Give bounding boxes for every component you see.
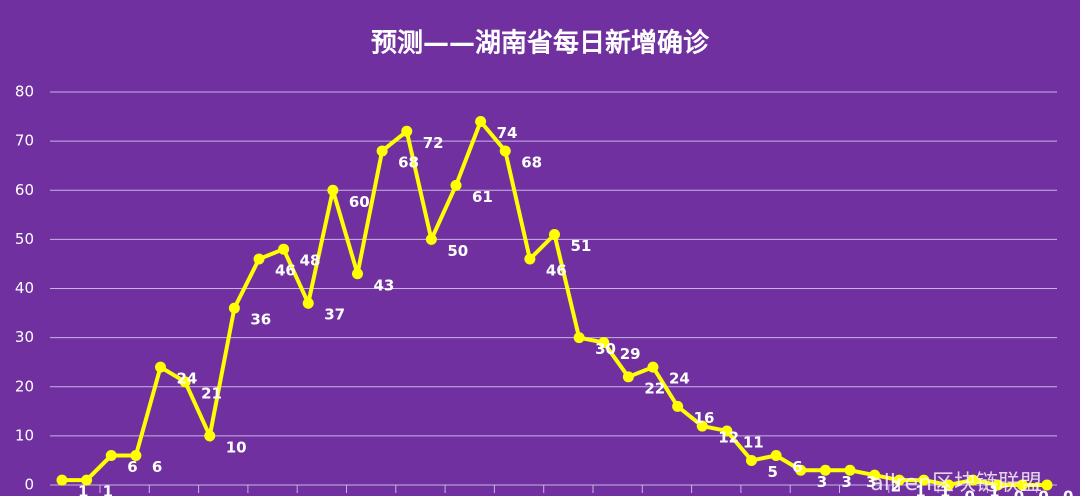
data-label: 22 [644,379,665,397]
data-label: 12 [718,429,739,447]
data-point [253,253,265,265]
data-point [721,425,733,437]
data-label: 1 [915,483,925,496]
data-point [918,474,930,486]
data-label: 0 [1063,488,1073,496]
data-label: 0 [965,488,975,496]
data-label: 46 [275,262,296,280]
data-label: 10 [226,438,247,456]
data-label: 68 [521,153,542,171]
y-tick-label: 60 [15,181,34,199]
data-label: 1 [940,483,950,496]
data-point [672,400,684,412]
data-label: 72 [423,134,444,152]
data-point [278,243,290,255]
data-point [844,464,856,476]
y-tick-label: 20 [15,377,34,395]
data-label: 6 [792,458,802,476]
data-label: 74 [497,124,518,142]
data-label: 6 [127,458,137,476]
y-tick-label: 10 [15,426,34,444]
data-point [770,450,782,462]
data-point [155,361,166,373]
data-label: 0 [1014,488,1024,496]
data-label: 16 [694,409,715,427]
data-label: 51 [571,237,592,255]
data-point [105,450,117,462]
data-label: 30 [595,340,616,358]
data-label: 21 [201,384,222,402]
data-label: 60 [349,193,370,211]
data-point [992,479,1004,491]
data-label: 1 [989,483,999,496]
data-point [524,253,536,265]
data-point [475,115,487,127]
data-label: 24 [177,370,198,388]
data-label: 36 [250,311,271,329]
data-point [795,464,807,476]
data-point [869,469,881,481]
data-label: 24 [669,370,690,388]
data-label: 1 [103,483,113,496]
data-label: 6 [152,458,162,476]
data-point [967,474,979,486]
data-point [622,371,634,383]
data-label: 37 [324,306,345,324]
data-point [1016,479,1028,491]
data-point [746,454,757,466]
data-label: 2 [891,478,901,496]
data-point [450,179,462,191]
data-label: 50 [447,242,468,260]
data-point [549,228,560,240]
data-label: 5 [768,463,778,481]
data-point [376,145,388,157]
data-label: 68 [398,153,419,171]
data-point [1041,479,1053,491]
data-point [499,145,511,157]
data-point [819,464,831,476]
data-label: 0 [1038,488,1048,496]
y-tick-label: 30 [15,328,34,346]
data-label: 61 [472,188,493,206]
data-label: 3 [841,473,851,491]
data-point [130,450,142,462]
data-label: 29 [620,345,641,363]
data-point [598,337,610,349]
y-tick-label: 80 [15,83,34,101]
data-point [302,297,314,309]
data-point [696,420,708,432]
watermark: allren区块链联盟 [870,471,1042,496]
y-tick-label: 50 [15,230,34,248]
y-tick-label: 70 [15,132,34,150]
data-label: 3 [866,473,876,491]
data-label: 46 [546,262,567,280]
data-point [352,268,363,280]
data-label: 43 [374,276,395,294]
data-point [81,474,93,486]
data-point [228,302,240,314]
data-label: 11 [743,433,764,451]
data-point [56,474,68,486]
y-tick-label: 0 [24,476,34,494]
data-point [893,474,905,486]
data-point [401,125,413,137]
data-point [425,233,437,245]
data-point [647,361,659,373]
data-point [179,376,191,388]
data-point [204,430,216,442]
data-label: 48 [300,252,321,270]
chart-title: 预测——湖南省每日新增确诊 [371,28,710,59]
data-point [573,332,585,344]
data-point [327,184,339,196]
data-point [943,479,954,491]
y-tick-label: 40 [15,279,34,297]
data-label: 1 [78,483,88,496]
data-label: 3 [817,473,827,491]
